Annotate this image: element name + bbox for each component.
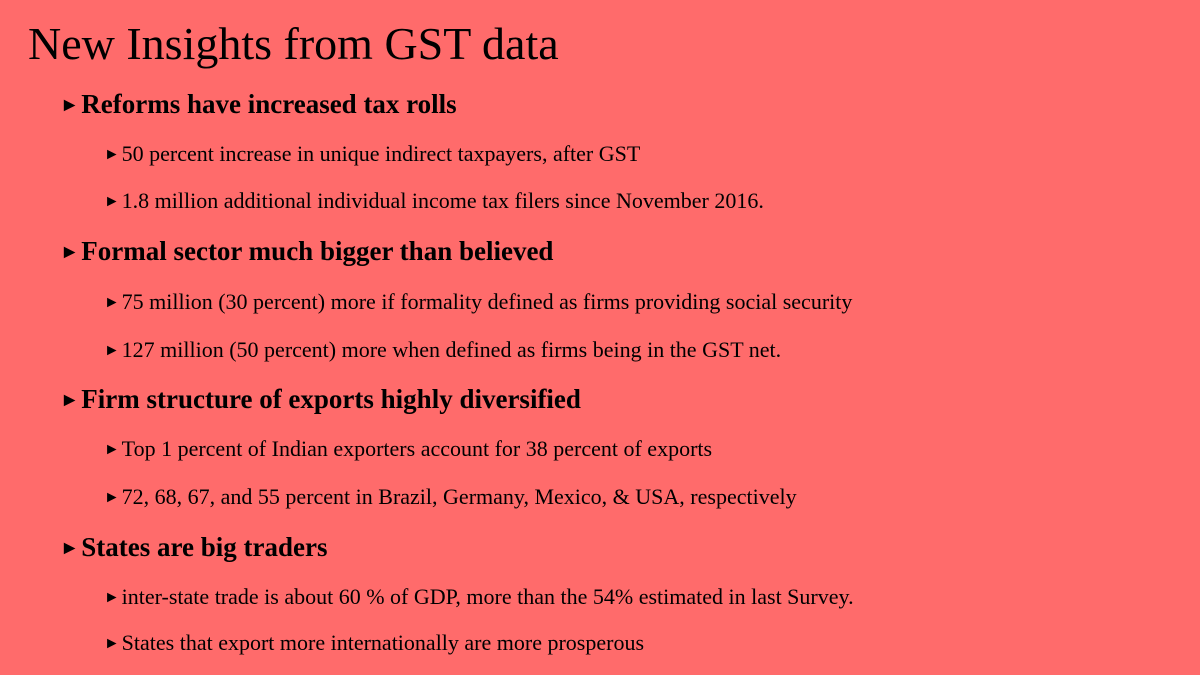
bullet-arrow-icon: ► [104,146,120,164]
bullet-arrow-icon: ► [104,489,120,507]
slide-title: New Insights from GST data [28,18,559,69]
list-item: ►inter-state trade is about 60 % of GDP,… [104,580,854,615]
bullet-arrow-icon: ► [104,441,120,459]
section-heading-tax-rolls: ►Reforms have increased tax rolls [60,84,457,126]
bullet-arrow-icon: ► [60,389,80,411]
section-heading-text: Firm structure of exports highly diversi… [81,384,581,414]
section-heading-text: Formal sector much bigger than believed [81,236,554,266]
list-item: ►72, 68, 67, and 55 percent in Brazil, G… [104,480,797,515]
list-item: ►127 million (50 percent) more when defi… [104,333,781,368]
section-heading-formal-sector: ►Formal sector much bigger than believed [60,231,553,273]
bullet-arrow-icon: ► [60,241,80,263]
section-heading-states: ►States are big traders [60,527,327,569]
bullet-arrow-icon: ► [60,94,80,116]
list-item-text: 127 million (50 percent) more when defin… [121,337,782,362]
list-item-text: 1.8 million additional individual income… [121,188,764,213]
list-item-text: Top 1 percent of Indian exporters accoun… [121,436,713,461]
section-heading-text: Reforms have increased tax rolls [81,89,457,119]
list-item-text: States that export more internationally … [121,630,645,655]
list-item: ►75 million (30 percent) more if formali… [104,285,852,320]
list-item: ►Top 1 percent of Indian exporters accou… [104,432,712,467]
list-item: ►1.8 million additional individual incom… [104,184,764,219]
list-item-text: 75 million (30 percent) more if formalit… [121,289,853,314]
section-heading-text: States are big traders [81,532,328,562]
list-item: ►50 percent increase in unique indirect … [104,137,640,172]
bullet-arrow-icon: ► [104,635,120,653]
bullet-arrow-icon: ► [104,342,120,360]
list-item-text: 50 percent increase in unique indirect t… [121,141,641,166]
list-item-text: inter-state trade is about 60 % of GDP, … [121,584,854,609]
section-heading-exports: ►Firm structure of exports highly divers… [60,379,581,421]
list-item: ►States that export more internationally… [104,626,644,661]
bullet-arrow-icon: ► [104,193,120,211]
list-item-text: 72, 68, 67, and 55 percent in Brazil, Ge… [121,484,797,509]
bullet-arrow-icon: ► [104,294,120,312]
bullet-arrow-icon: ► [104,589,120,607]
bullet-arrow-icon: ► [60,537,80,559]
